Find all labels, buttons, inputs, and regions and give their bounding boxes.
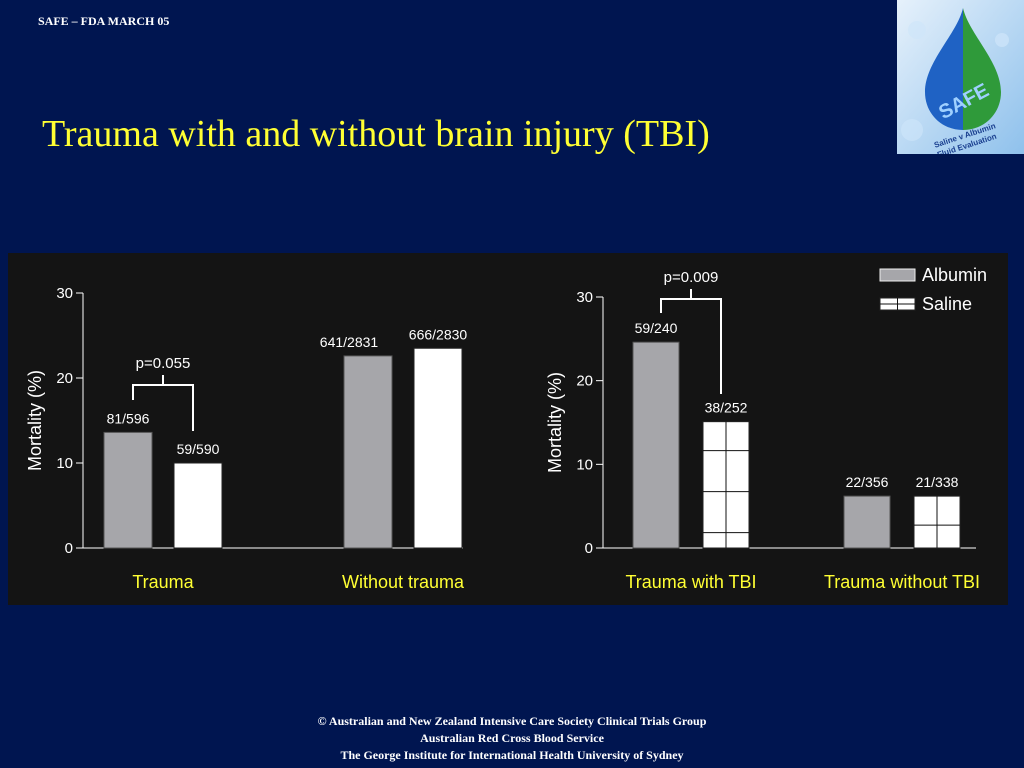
y-tick-label-1-3: 30: [576, 289, 593, 306]
y-tick-label-1-2: 20: [576, 373, 593, 390]
y-tick-label-0-3: 30: [56, 285, 73, 302]
bar-0-0-1: [173, 462, 223, 549]
chart-panel: 0 10 20 30 Mortality (%) 81/596 59/590 Trauma 64…: [8, 253, 1008, 605]
legend-label-1: Saline: [922, 294, 972, 314]
chart-svg: 0 10 20 30 Mortality (%) 81/596 59/590 Trauma 64…: [25, 265, 987, 592]
y-tick-label-0-2: 20: [56, 370, 73, 387]
bar-0-1-1: [413, 347, 463, 549]
bar-1-1-0: [843, 495, 891, 549]
data-label-1-0-1: 38/252: [705, 400, 748, 416]
data-label-1-1-0: 22/356: [846, 474, 889, 490]
y-axis-label-0: Mortality (%): [25, 370, 45, 471]
p-value-0: p=0.055: [136, 355, 191, 372]
data-label-0-0-1: 59/590: [177, 441, 220, 457]
safe-logo: SAFE Saline v Albumin Fluid Evaluation: [897, 0, 1024, 159]
footer: © Australian and New Zealand Intensive C…: [0, 713, 1024, 764]
data-label-1-1-1: 21/338: [916, 474, 959, 490]
legend-label-0: Albumin: [922, 265, 987, 285]
bar-0-0-0: [103, 431, 153, 549]
category-label-0-0: Trauma: [132, 572, 194, 592]
footer-line-3: The George Institute for International H…: [340, 748, 684, 762]
data-label-0-1-1: 666/2830: [409, 326, 468, 342]
category-label-1-0: Trauma with TBI: [625, 572, 756, 592]
y-tick-label-1-1: 10: [576, 456, 593, 473]
legend-swatch-0: [879, 268, 916, 282]
footer-line-2: Australian Red Cross Blood Service: [420, 731, 604, 745]
y-tick-label-0-0: 0: [65, 540, 73, 557]
y-axis-label-1: Mortality (%): [545, 372, 565, 473]
category-label-1-1: Trauma without TBI: [824, 572, 980, 592]
data-label-0-1-0: 641/2831: [320, 334, 379, 350]
slide-title: Trauma with and without brain injury (TB…: [42, 113, 710, 155]
bar-0-1-0: [343, 355, 393, 549]
bar-1-0-0: [632, 341, 680, 549]
y-tick-label-1-0: 0: [585, 540, 593, 557]
footer-line-1: © Australian and New Zealand Intensive C…: [317, 714, 707, 728]
p-value-1: p=0.009: [664, 269, 719, 286]
header-label: SAFE – FDA MARCH 05: [38, 14, 170, 28]
data-label-1-0-0: 59/240: [635, 320, 678, 336]
data-label-0-0-0: 81/596: [107, 410, 150, 426]
y-tick-label-0-1: 10: [56, 455, 73, 472]
category-label-0-1: Without trauma: [342, 572, 465, 592]
